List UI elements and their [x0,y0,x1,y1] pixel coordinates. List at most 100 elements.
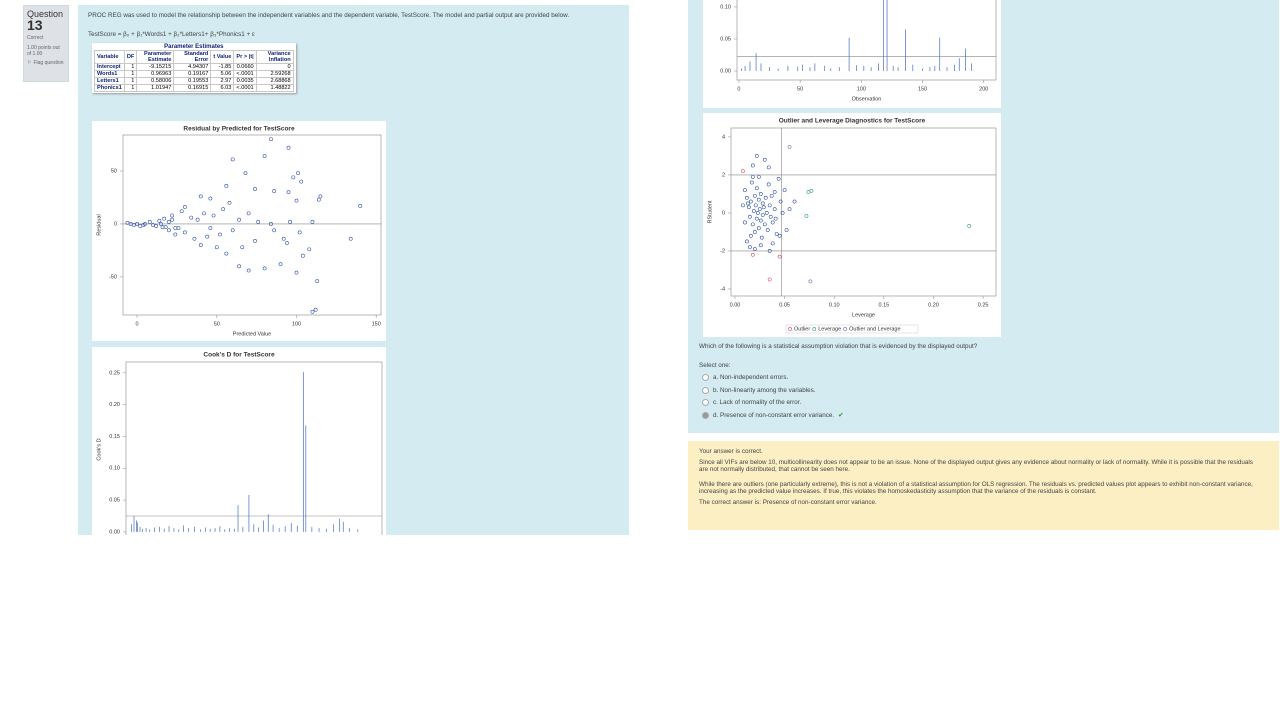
point [750,222,755,227]
chart-title: Cook's D for TestScore [203,352,275,359]
table-row: Words1 1 0.96963 0.19167 5.06 <.0001 2.59268 [94,70,294,78]
point [269,137,273,142]
table-cell: Phonics1 [94,84,125,92]
question-number: 13 [27,17,43,33]
table-row: Letters1 1 0.58006 0.19553 2.97 0.0035 2.68868 [94,77,294,85]
point [767,277,772,282]
point [278,262,283,267]
chart: Residual by Predicted for TestScore 0 50 10… [92,121,386,341]
point [173,232,178,237]
point [237,264,241,269]
y-axis-label: Cook's D [96,438,102,460]
radio-button [702,399,709,406]
point [764,211,769,215]
point [316,197,321,202]
point [744,195,749,200]
point [759,235,764,240]
point [154,224,159,228]
table-cell: -9.15215 [136,63,175,71]
x-axis-label: Leverage [852,312,875,318]
point [159,222,163,226]
point [787,145,792,149]
point [742,188,747,193]
plot-area [122,134,382,316]
point [167,228,171,233]
plot-area [125,361,383,535]
point [262,154,267,159]
point [294,198,299,203]
point [778,199,783,204]
option[interactable]: a. Non-independent errors. [702,374,843,381]
point [147,219,152,224]
point [176,226,181,231]
question-grade: 1.00 points out of 1.00 [27,45,60,57]
point [253,238,257,243]
option-text: a. Non-independent errors. [713,374,789,381]
table-cell: 1.01947 [136,84,175,92]
x-tick-label: 0 [737,86,740,92]
feedback-text: Your answer is correct. Since all VIFs a… [699,448,1259,506]
table-cell: 0 [255,63,294,71]
point [752,193,757,198]
y-tick-label: 0.25 [109,370,120,376]
point [143,222,147,226]
point [189,215,194,220]
point [768,214,773,219]
table-cell: 1 [123,84,138,92]
point [170,213,175,218]
y-tick-label: 0.00 [109,529,120,535]
point [763,195,768,200]
table-cell: 1 [123,63,138,71]
point [192,236,197,241]
point [758,192,763,196]
point [315,279,320,284]
point [745,201,750,206]
x-tick-label: 100 [857,86,866,92]
x-tick-label: 150 [918,86,927,92]
x-tick-label: 0.10 [829,302,840,308]
column-header: DF [123,50,138,64]
point [179,209,184,214]
y-tick-label: 50 [111,168,117,174]
point [243,171,248,176]
point [300,253,305,258]
y-tick-label: 0.15 [109,434,120,440]
point [751,209,756,213]
option[interactable]: d. Presence of non-constant error varian… [702,411,843,419]
x-tick-label: 200 [979,86,988,92]
x-tick-label: 0.05 [779,302,790,308]
x-axis-label: Predicted Value [233,331,271,337]
point [313,307,318,312]
table-cell: 2.68868 [255,77,294,85]
point [310,309,315,314]
legend-label: Leverage [818,326,841,332]
table-cell: Intercept [94,63,125,71]
chart-title: Residual by Predicted for TestScore [183,126,295,133]
column-header: Standard Error [173,50,212,64]
flag-question[interactable]: ⚐ Flag question [27,60,65,66]
table-cell: 0.96963 [136,70,175,78]
select-label: Select one: [699,362,731,369]
table-cell: 6.03 [210,84,235,92]
point [230,228,235,233]
point [770,241,775,246]
point [214,245,219,250]
point [240,245,245,250]
point [205,234,210,239]
point [757,207,762,212]
x-tick-label: 50 [797,86,803,92]
table-cell: 1 [123,70,138,78]
option[interactable]: c. Lack of normality of the error. [702,399,843,406]
option-text: d. Presence of non-constant error varian… [713,411,835,419]
table-cell: Words1 [94,70,125,78]
option[interactable]: b. Non-linearity among the variables. [702,386,843,394]
point [167,219,171,224]
x-tick-label: 100 [292,321,301,327]
legend-marker [812,327,817,331]
point [224,183,229,188]
y-tick-label: -2 [720,248,725,254]
point [318,194,323,199]
column-header: Variance Inflation [255,50,294,64]
point [748,199,753,204]
point [782,188,787,193]
